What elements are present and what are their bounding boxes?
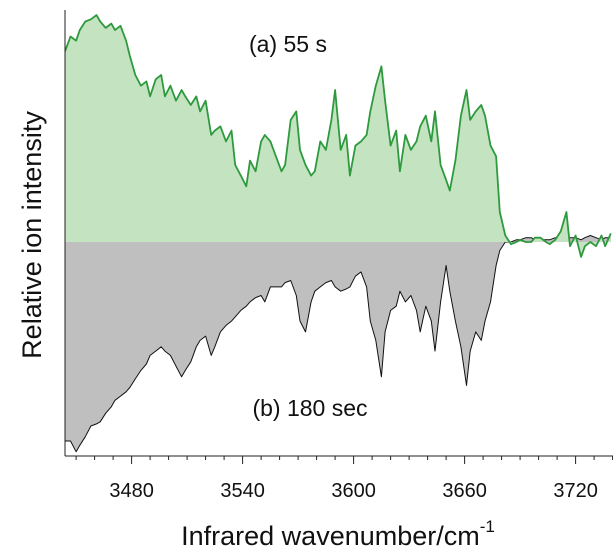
plot-area bbox=[65, 14, 612, 453]
area-fill bbox=[65, 235, 611, 452]
y-axis-label: Relative ion intensity bbox=[17, 111, 47, 359]
annotation: (a) 55 s bbox=[249, 31, 327, 57]
x-axis-label-text: Infrared wavenumber/cm bbox=[181, 521, 480, 551]
x-axis-label-superscript: -1 bbox=[480, 517, 495, 536]
x-tick-label: 3720 bbox=[553, 480, 598, 502]
annotation: (b) 180 sec bbox=[252, 395, 367, 421]
spectrum-line bbox=[65, 14, 612, 258]
x-tick-label: 3600 bbox=[331, 480, 376, 502]
x-tick-label: 3480 bbox=[109, 480, 154, 502]
x-axis-label: Infrared wavenumber/cm-1 bbox=[181, 517, 495, 551]
x-tick-label: 3660 bbox=[442, 480, 487, 502]
x-tick-label: 3540 bbox=[220, 480, 265, 502]
area-fill bbox=[65, 15, 611, 257]
